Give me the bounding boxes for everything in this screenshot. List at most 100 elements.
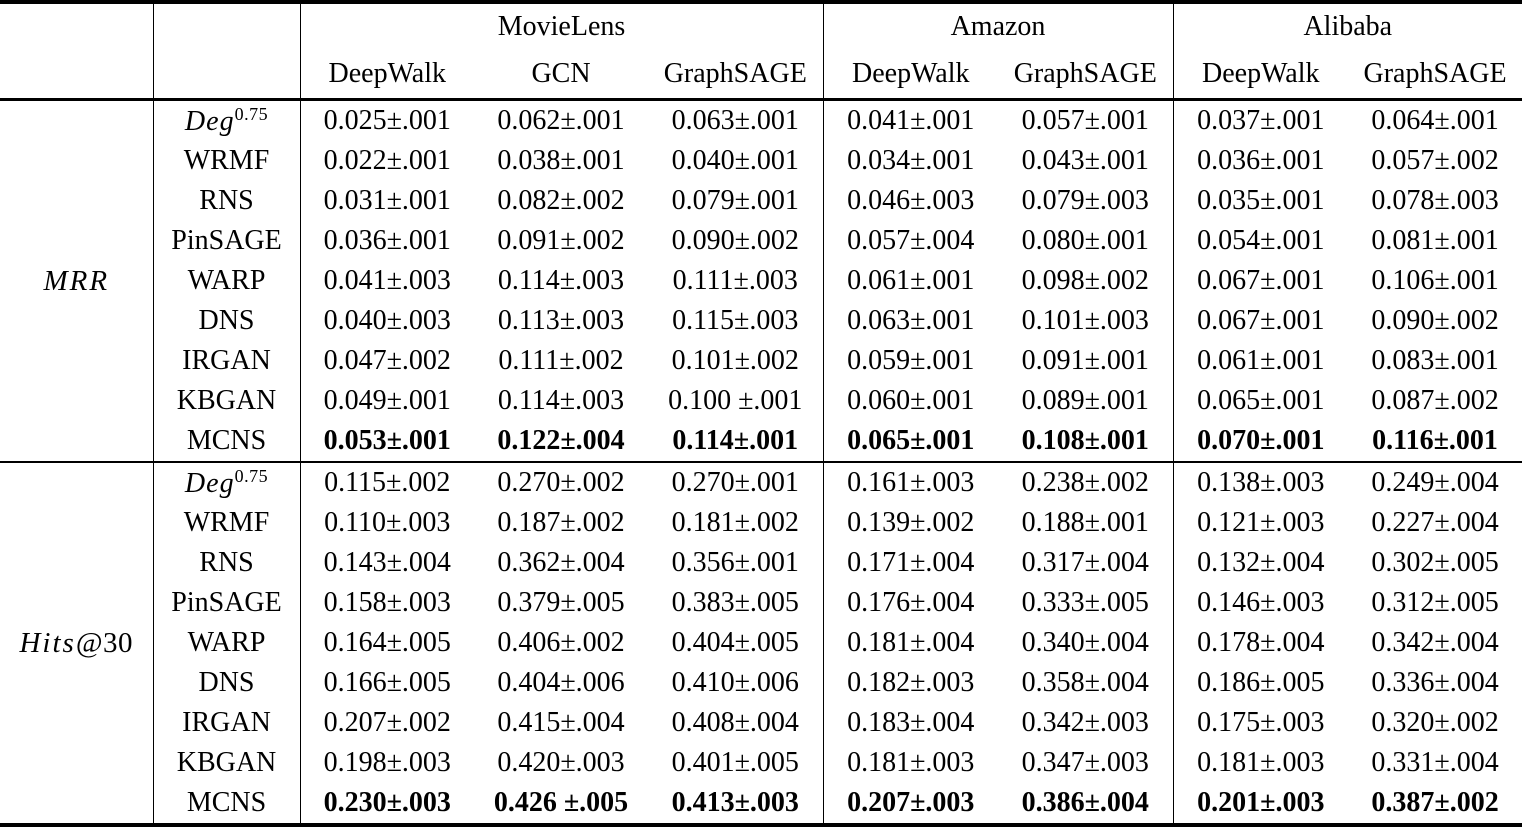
value-cell: 0.079±.003 — [998, 181, 1174, 221]
table-row: MRR Deg0.75 0.025±.001 0.062±.001 0.063±.001… — [0, 99, 1522, 462]
table-row: KBGAN 0.198±.003 0.420±.003 0.401±.005 0.181… — [0, 743, 1522, 783]
table-row: DNS 0.040±.003 0.113±.003 0.115±.003 0.063±.… — [0, 301, 1522, 341]
sampler-label: WARP — [153, 261, 301, 301]
method-header-row: DeepWalk GCN GraphSAGE DeepWalk GraphSAGE Dee… — [0, 50, 1522, 100]
value-cell: 0.146±.003 — [1197, 587, 1325, 618]
value-cell: 0.201±.003 — [1197, 787, 1325, 818]
value-cell: 0.053±.001 — [323, 425, 451, 456]
value-cell: 0.186±.005 — [1197, 667, 1325, 698]
value-cell: 0.132±.004 — [1197, 547, 1325, 578]
method-header: DeepWalk — [1202, 58, 1320, 89]
sampler-name: Deg — [184, 106, 235, 137]
value-cell: 0.317±.004 — [998, 543, 1174, 583]
value-cell: 0.110±.003 — [324, 507, 451, 538]
value-cell: 0.111±.002 — [498, 345, 624, 376]
value-cell: 0.041±.003 — [323, 265, 451, 296]
section-hits30: Hits@30 Deg0.75 0.115±.002 0.270±.002 0.270±… — [0, 462, 1522, 825]
table-row: PinSAGE 0.036±.001 0.091±.002 0.090±.002 0.0… — [0, 221, 1522, 261]
value-cell: 0.181±.003 — [1197, 747, 1325, 778]
sampler-label: KBGAN — [153, 381, 301, 421]
value-cell: 0.036±.001 — [1197, 145, 1325, 176]
value-cell: 0.401±.005 — [648, 743, 824, 783]
value-cell: 0.025±.001 — [323, 105, 451, 136]
value-cell: 0.079±.001 — [648, 181, 824, 221]
value-cell: 0.333±.005 — [998, 583, 1174, 623]
value-cell: 0.037±.001 — [1197, 105, 1325, 136]
value-cell: 0.061±.001 — [847, 265, 975, 296]
table-row: WARP 0.041±.003 0.114±.003 0.111±.003 0.061±… — [0, 261, 1522, 301]
value-cell: 0.413±.003 — [648, 783, 824, 825]
value-cell: 0.061±.001 — [1197, 345, 1325, 376]
value-cell: 0.057±.004 — [847, 225, 975, 256]
sampler-label: RNS — [153, 181, 301, 221]
value-cell: 0.336±.004 — [1371, 667, 1499, 698]
sampler-exponent: 0.75 — [234, 104, 269, 124]
sampler-label: WRMF — [153, 503, 301, 543]
value-cell: 0.059±.001 — [847, 345, 975, 376]
table-row: MCNS 0.230±.003 0.426 ±.005 0.413±.003 0.207… — [0, 783, 1522, 825]
dataset-group-header: Amazon — [823, 2, 1174, 50]
table-row: RNS 0.031±.001 0.082±.002 0.079±.001 0.046±.… — [0, 181, 1522, 221]
dataset-group-header: MovieLens — [300, 2, 824, 50]
value-cell: 0.116±.001 — [1372, 425, 1498, 456]
value-cell: 0.347±.003 — [998, 743, 1174, 783]
value-cell: 0.139±.002 — [847, 507, 975, 538]
sampler-label: DNS — [153, 301, 301, 341]
value-cell: 0.022±.001 — [323, 145, 451, 176]
value-cell: 0.113±.003 — [497, 305, 625, 336]
value-cell: 0.108±.001 — [998, 421, 1174, 462]
value-cell: 0.302±.005 — [1371, 547, 1499, 578]
value-cell: 0.176±.004 — [847, 587, 975, 618]
value-cell: 0.087±.002 — [1371, 385, 1499, 416]
value-cell: 0.070±.001 — [1197, 425, 1325, 456]
value-cell: 0.178±.004 — [1197, 627, 1325, 658]
table-row: WRMF 0.110±.003 0.187±.002 0.181±.002 0.139±… — [0, 503, 1522, 543]
value-cell: 0.101±.002 — [648, 341, 824, 381]
value-cell: 0.406±.002 — [497, 627, 625, 658]
value-cell: 0.379±.005 — [497, 587, 625, 618]
value-cell: 0.047±.002 — [323, 345, 451, 376]
table-row: WARP 0.164±.005 0.406±.002 0.404±.005 0.181±… — [0, 623, 1522, 663]
value-cell: 0.041±.001 — [847, 105, 975, 136]
dataset-group-row: MovieLens Amazon Alibaba — [0, 2, 1522, 100]
value-cell: 0.040±.003 — [323, 305, 451, 336]
value-cell: 0.057±.002 — [1371, 145, 1499, 176]
value-cell: 0.114±.001 — [648, 421, 824, 462]
value-cell: 0.238±.002 — [998, 462, 1174, 503]
value-cell: 0.090±.002 — [1371, 305, 1499, 336]
sampler-label: MCNS — [153, 421, 301, 462]
section-mrr: MRR Deg0.75 0.025±.001 0.062±.001 0.063±.001… — [0, 99, 1522, 462]
value-cell: 0.090±.002 — [648, 221, 824, 261]
value-cell: 0.198±.003 — [323, 747, 451, 778]
metric-column-header — [0, 2, 154, 100]
value-cell: 0.387±.002 — [1371, 787, 1499, 818]
value-cell: 0.043±.001 — [998, 141, 1174, 181]
value-cell: 0.122±.004 — [497, 425, 625, 456]
value-cell: 0.320±.002 — [1371, 707, 1499, 738]
value-cell: 0.383±.005 — [648, 583, 824, 623]
sampler-label: DNS — [153, 663, 301, 703]
value-cell: 0.342±.003 — [998, 703, 1174, 743]
value-cell: 0.270±.002 — [497, 467, 625, 498]
value-cell: 0.100 ±.001 — [648, 381, 824, 421]
table-header: MovieLens Amazon Alibaba DeepWalk GCN GraphS… — [0, 2, 1522, 100]
value-cell: 0.143±.004 — [323, 547, 451, 578]
value-cell: 0.036±.001 — [323, 225, 451, 256]
value-cell: 0.166±.005 — [323, 667, 451, 698]
value-cell: 0.386±.004 — [998, 783, 1174, 825]
metric-name: Hits — [19, 626, 76, 659]
value-cell: 0.081±.001 — [1371, 225, 1499, 256]
value-cell: 0.181±.002 — [648, 503, 824, 543]
value-cell: 0.054±.001 — [1197, 225, 1325, 256]
value-cell: 0.410±.006 — [648, 663, 824, 703]
value-cell: 0.040±.001 — [648, 141, 824, 181]
value-cell: 0.062±.001 — [497, 105, 625, 136]
table-row: Hits@30 Deg0.75 0.115±.002 0.270±.002 0.270±… — [0, 462, 1522, 825]
value-cell: 0.031±.001 — [323, 185, 451, 216]
value-cell: 0.115±.003 — [648, 301, 824, 341]
value-cell: 0.067±.001 — [1197, 305, 1325, 336]
value-cell: 0.158±.003 — [323, 587, 451, 618]
sampler-label: PinSAGE — [153, 583, 301, 623]
value-cell: 0.331±.004 — [1371, 747, 1499, 778]
